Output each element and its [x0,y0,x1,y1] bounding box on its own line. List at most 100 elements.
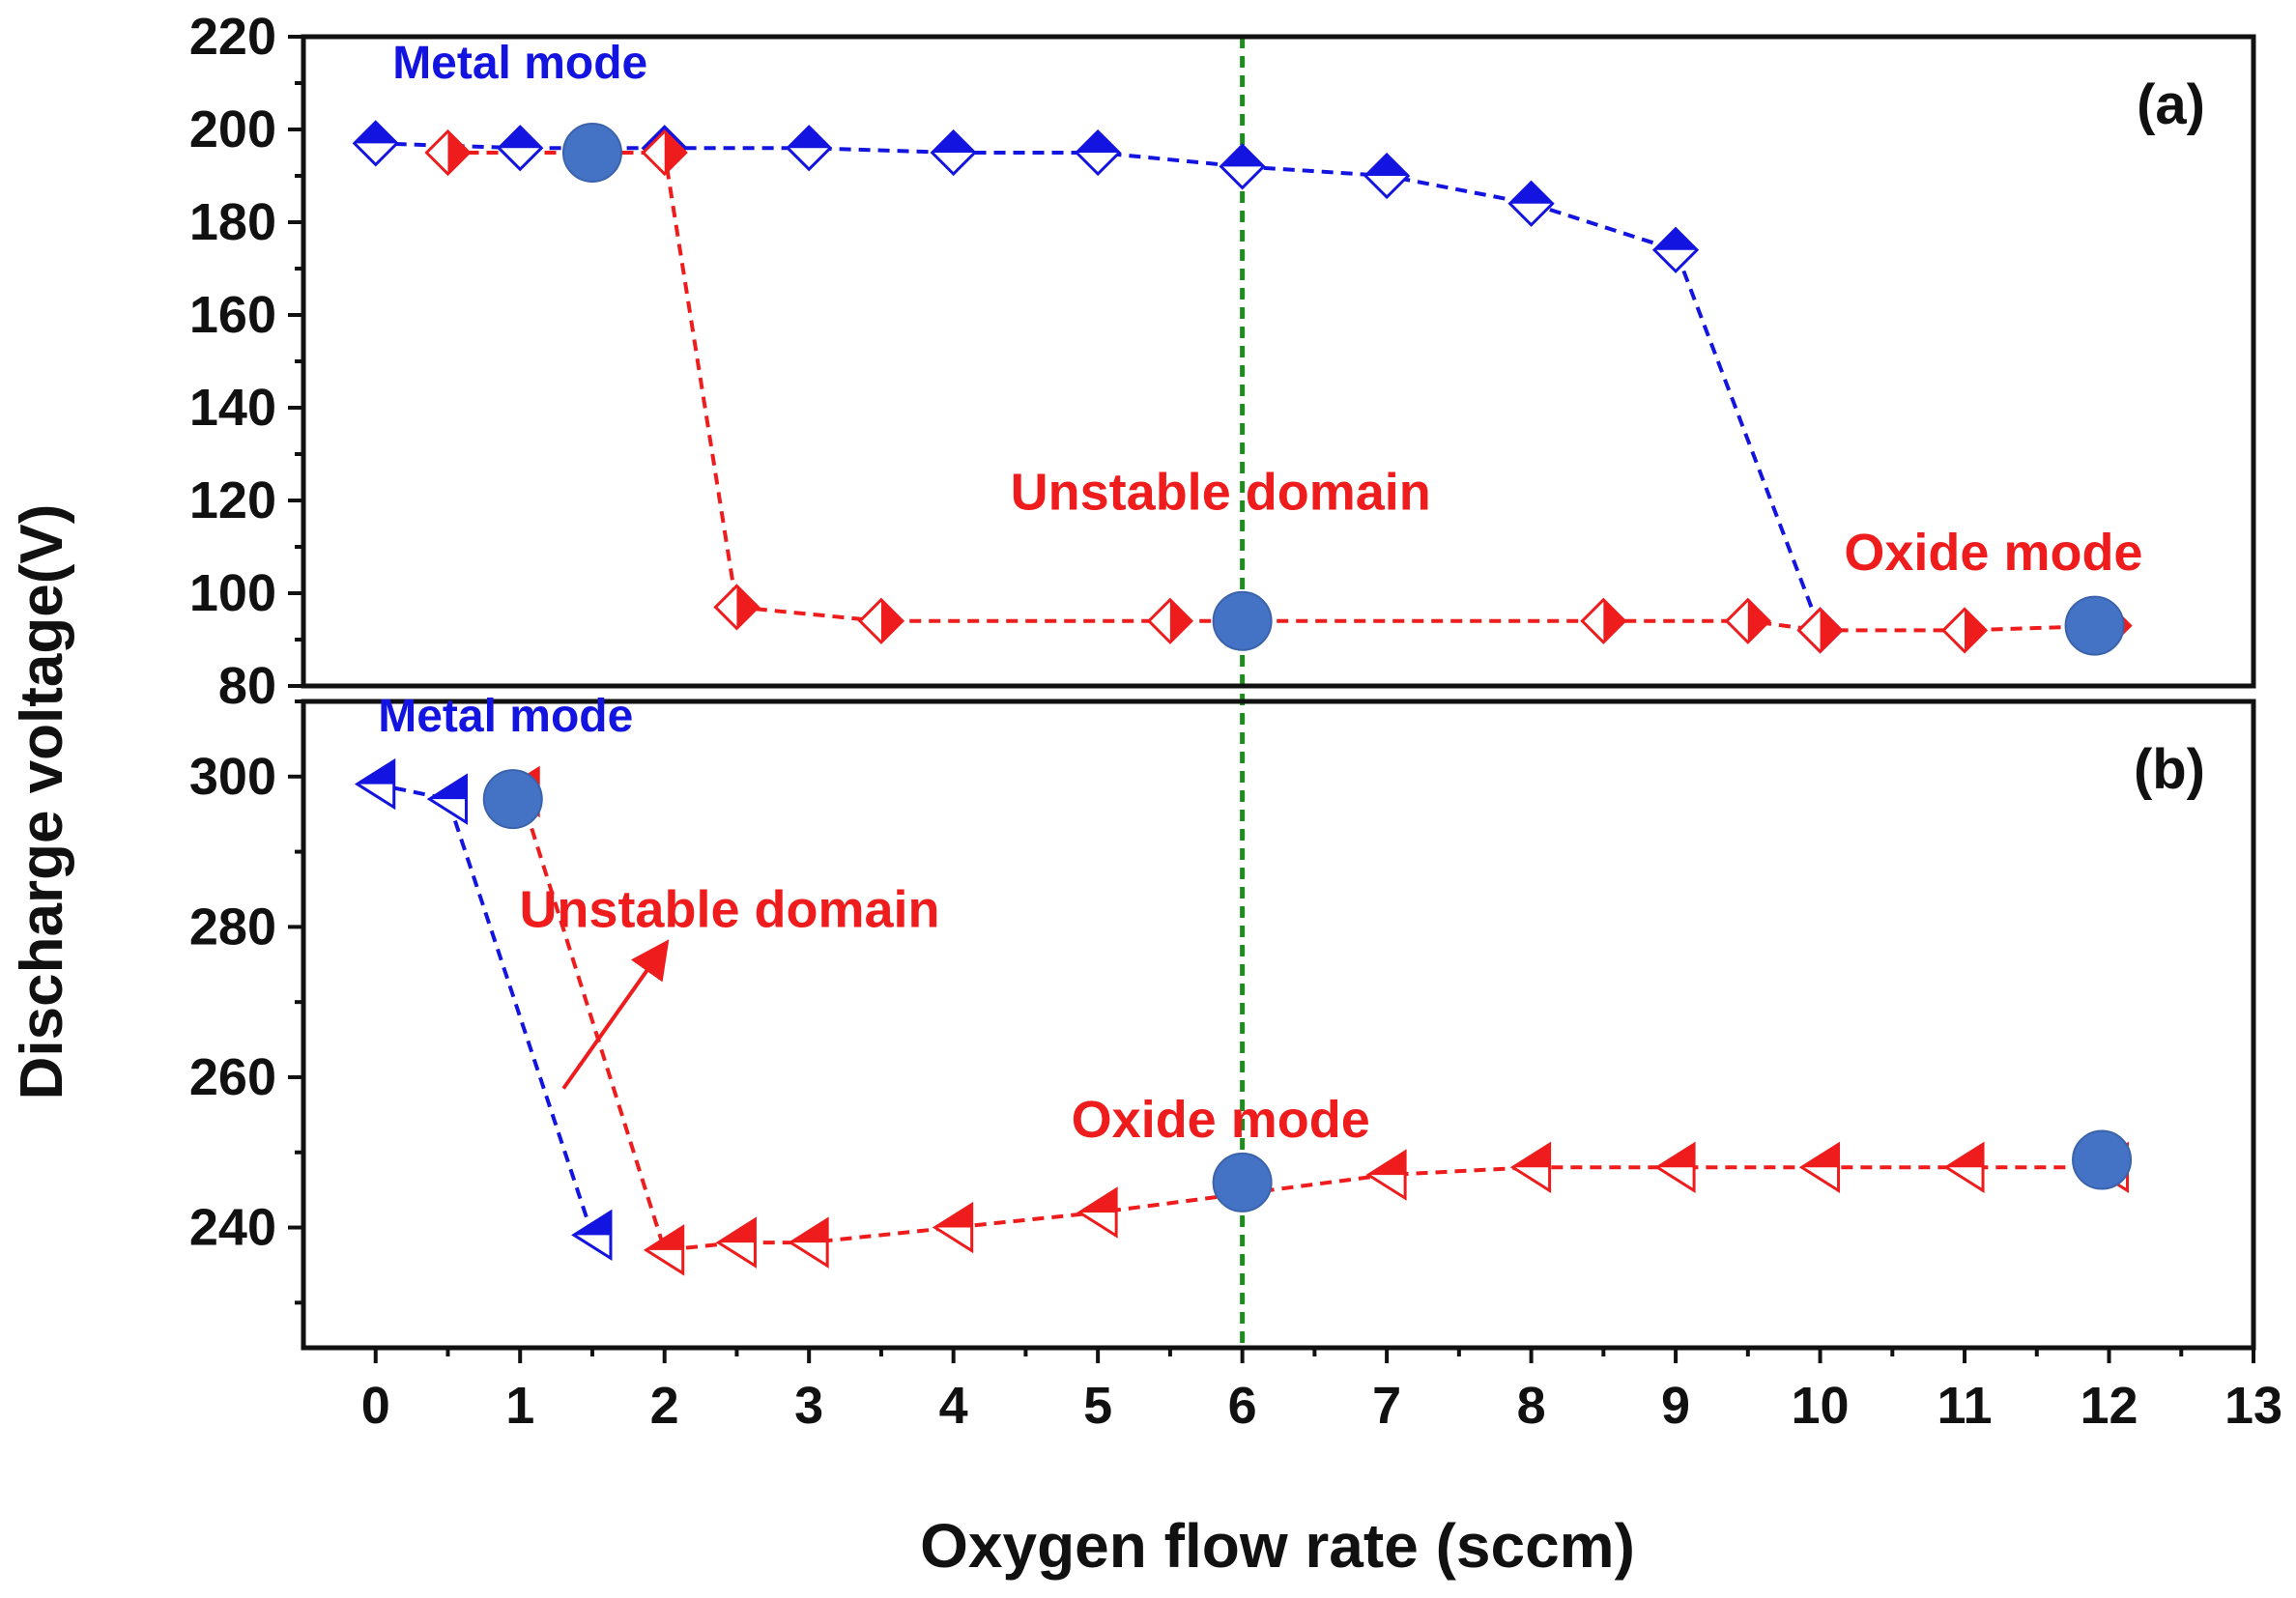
panel-label: (a) [2137,73,2205,136]
y-axis-title: Discharge voltage(V) [9,504,75,1100]
panel-label: (b) [2134,738,2205,801]
data-point [497,125,544,172]
data-point [1580,597,1627,644]
x-tick-label: 1 [505,1377,534,1435]
y-tick-label: 160 [189,286,276,344]
chart-text: Discharge voltage(V) Oxygen flow rate (s… [9,8,2282,1581]
data-point [1654,1141,1696,1194]
diamond-marker-fill [664,131,686,174]
x-tick-label: 6 [1228,1377,1257,1435]
data-point [1363,152,1411,200]
diamond-marker-fill [880,599,903,642]
y-tick-label: 200 [189,100,276,158]
y-tick-label: 220 [189,8,276,66]
diamond-marker-fill [736,585,759,629]
data-point [788,1216,829,1269]
triangle-marker-fill [1801,1144,1839,1168]
x-tick-label: 7 [1372,1377,1401,1435]
data-point [1507,180,1555,227]
triangle-marker-fill [790,1219,828,1243]
data-point [1798,1141,1841,1194]
x-tick-label: 2 [650,1377,679,1435]
data-series [352,120,2133,1276]
plot-frame [301,699,2256,1351]
data-point [786,125,833,172]
triangle-marker-fill [1657,1144,1695,1168]
highlight-circle [561,123,622,183]
x-tick-label: 10 [1792,1377,1850,1435]
triangle-marker-fill [934,1204,972,1228]
y-tick-label: 80 [218,657,276,715]
y-tick-label: 300 [189,748,276,806]
highlight-circle [2072,1129,2133,1190]
triangle-marker-fill [1079,1188,1117,1213]
data-point [1365,1149,1407,1201]
diamond-marker-fill [1747,599,1769,642]
highlight-circle [1212,590,1273,651]
y-tick-label: 100 [189,564,276,622]
x-tick-label: 5 [1083,1377,1112,1435]
data-point [1076,1186,1118,1239]
x-tick-label: 4 [939,1377,968,1435]
diamond-marker-fill [932,131,975,153]
diamond-marker-fill [1220,145,1264,167]
triangle-marker-fill [1368,1152,1406,1176]
data-point [1651,226,1700,273]
x-tick-label: 13 [2224,1377,2282,1435]
annotation-label: Oxide mode [1844,524,2142,582]
plot-frames [288,34,2256,1363]
y-tick-label: 120 [189,471,276,529]
data-point [641,128,688,177]
triangle-marker-fill [646,1226,683,1250]
x-tick-label: 9 [1661,1377,1690,1435]
data-point [1146,597,1194,644]
diamond-marker-fill [788,127,831,149]
data-point [715,1216,757,1269]
data-point [1943,1141,1985,1194]
diamond-marker-fill [354,122,397,144]
diamond-marker-fill [1603,599,1625,642]
data-point [1509,1141,1552,1194]
data-point [426,773,468,825]
diamond-marker-fill [1509,182,1553,204]
y-tick-label: 260 [189,1048,276,1106]
y-tick-label: 140 [189,379,276,437]
highlight-circle [1212,1152,1273,1213]
highlight-circle [2064,595,2125,656]
triangle-marker-fill [357,760,394,785]
diamond-marker-fill [1820,609,1842,652]
triangle-marker-fill [573,1212,611,1236]
data-point [643,1224,685,1276]
data-point [571,1209,613,1262]
data-point [354,757,396,811]
triangle-marker-fill [1946,1144,1984,1168]
data-point [424,128,472,177]
diamond-marker-fill [1654,228,1698,250]
data-point [932,1201,974,1254]
data-point [1796,607,1844,654]
data-point [857,597,905,644]
x-tick-label: 11 [1937,1377,1992,1435]
data-point [1219,143,1266,190]
x-tick-label: 0 [361,1377,390,1435]
data-point [1075,128,1122,177]
triangle-marker-fill [429,776,467,800]
annotation-label: Unstable domain [1011,464,1431,522]
data-point [1724,597,1771,644]
annotation-arrow [561,939,670,1090]
diamond-marker-fill [1965,609,1987,652]
x-tick-label: 12 [2080,1377,2138,1435]
diamond-marker-fill [499,127,542,149]
x-tick-label: 8 [1517,1377,1546,1435]
x-tick-label: 3 [794,1377,823,1435]
diamond-marker-fill [1365,155,1409,176]
x-axis-title: Oxygen flow rate (sccm) [920,1511,1635,1581]
data-point [1940,607,1989,654]
triangle-marker-fill [1512,1144,1550,1168]
highlight-circle [482,769,543,830]
data-point [930,128,977,177]
diamond-marker-fill [1169,599,1191,642]
data-point [713,584,761,631]
